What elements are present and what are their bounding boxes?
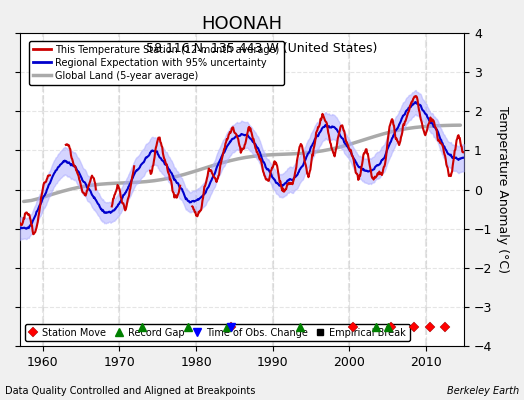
Text: Berkeley Earth: Berkeley Earth — [446, 386, 519, 396]
Text: Data Quality Controlled and Aligned at Breakpoints: Data Quality Controlled and Aligned at B… — [5, 386, 256, 396]
Text: 58.116 N, 135.443 W (United States): 58.116 N, 135.443 W (United States) — [146, 42, 378, 55]
Legend: Station Move, Record Gap, Time of Obs. Change, Empirical Break: Station Move, Record Gap, Time of Obs. C… — [25, 324, 410, 342]
Y-axis label: Temperature Anomaly (°C): Temperature Anomaly (°C) — [496, 106, 509, 273]
Title: HOONAH: HOONAH — [202, 15, 282, 33]
